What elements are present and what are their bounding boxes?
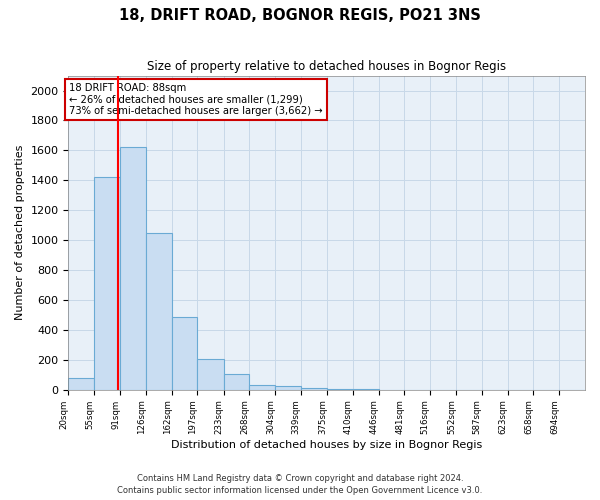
Bar	[197, 359, 224, 390]
Bar	[172, 316, 197, 390]
X-axis label: Distribution of detached houses by size in Bognor Regis: Distribution of detached houses by size …	[171, 440, 482, 450]
Bar	[327, 389, 353, 390]
Y-axis label: Number of detached properties: Number of detached properties	[15, 145, 25, 320]
Text: Contains HM Land Registry data © Crown copyright and database right 2024.
Contai: Contains HM Land Registry data © Crown c…	[118, 474, 482, 495]
Bar	[120, 148, 146, 390]
Bar	[275, 386, 301, 390]
Bar	[301, 388, 327, 390]
Title: Size of property relative to detached houses in Bognor Regis: Size of property relative to detached ho…	[147, 60, 506, 73]
Bar	[224, 374, 249, 390]
Bar	[146, 232, 172, 390]
Text: 18, DRIFT ROAD, BOGNOR REGIS, PO21 3NS: 18, DRIFT ROAD, BOGNOR REGIS, PO21 3NS	[119, 8, 481, 22]
Text: 18 DRIFT ROAD: 88sqm
← 26% of detached houses are smaller (1,299)
73% of semi-de: 18 DRIFT ROAD: 88sqm ← 26% of detached h…	[69, 83, 323, 116]
Bar	[68, 378, 94, 390]
Bar	[94, 178, 120, 390]
Bar	[249, 384, 275, 390]
